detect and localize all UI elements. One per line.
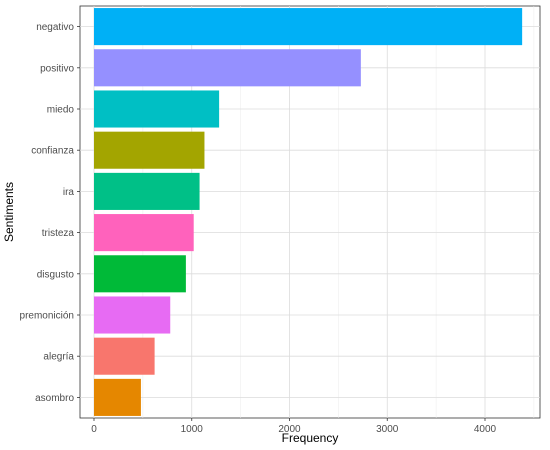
- x-tick-label: 2000: [278, 424, 301, 435]
- y-tick-label: disgusto: [37, 269, 75, 280]
- y-tick-label: negativo: [36, 22, 74, 33]
- bar-6: [94, 255, 186, 293]
- x-tick-label: 0: [91, 424, 97, 435]
- bar-3: [94, 131, 205, 169]
- bar-9: [94, 378, 141, 416]
- bar-8: [94, 337, 155, 375]
- y-tick-label: premonición: [20, 311, 74, 322]
- bar-5: [94, 214, 194, 252]
- x-axis-title: Frequency: [282, 431, 339, 445]
- bar-4: [94, 172, 200, 210]
- y-axis-title: Sentiments: [2, 182, 16, 242]
- x-tick-label: 4000: [474, 424, 497, 435]
- bar-1: [94, 49, 361, 87]
- bar-0: [94, 8, 523, 46]
- y-tick-label: confianza: [31, 146, 74, 157]
- x-tick-layer: 0 1000 2000 3000 4000: [91, 418, 497, 435]
- x-tick-label: 3000: [376, 424, 399, 435]
- bar-7: [94, 296, 171, 334]
- y-tick-layer: negativo positivo miedo confianza ira tristez…: [20, 22, 80, 404]
- y-tick-label: miedo: [47, 105, 75, 116]
- y-tick-label: tristeza: [42, 228, 75, 239]
- bar-2: [94, 90, 220, 128]
- y-tick-label: positivo: [40, 63, 74, 74]
- y-tick-label: alegría: [43, 352, 74, 363]
- y-tick-label: asombro: [35, 393, 74, 404]
- y-tick-label: ira: [63, 187, 75, 198]
- bars-layer: [94, 8, 523, 416]
- x-tick-label: 1000: [181, 424, 204, 435]
